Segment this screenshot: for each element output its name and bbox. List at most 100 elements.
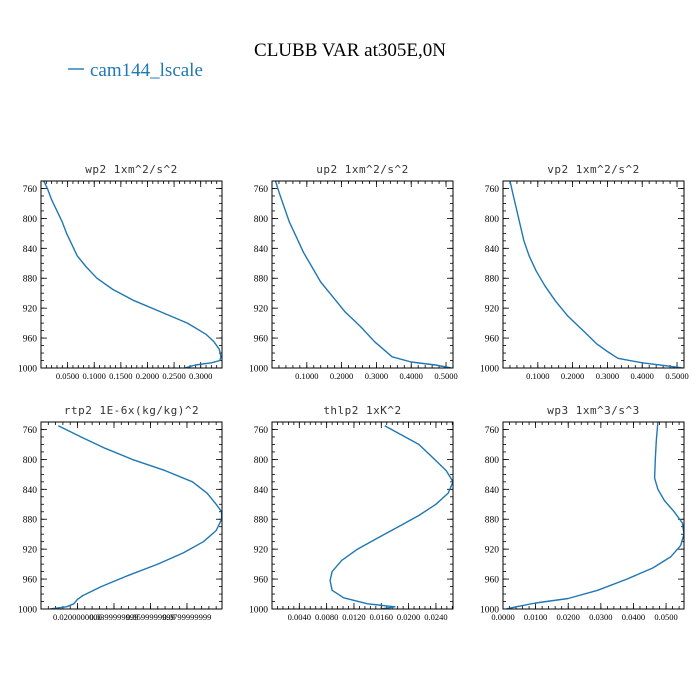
y-tick-label: 960	[23, 576, 38, 586]
series-line	[274, 181, 452, 368]
y-tick-label: 840	[23, 486, 38, 496]
subplot-title: wp2 1xm^2/s^2	[85, 163, 178, 176]
figure-title: CLUBB VAR at305E,0N	[254, 40, 446, 61]
subplot-3: vp2 1xm^2/s^2 760 800 840 880 920 960 1000 0.100…	[480, 163, 689, 381]
y-tick-label: 760	[485, 426, 500, 436]
y-tick-label: 760	[254, 426, 269, 436]
y-tick-label: 880	[23, 516, 38, 526]
y-tick-label: 760	[23, 185, 38, 195]
series-line	[43, 181, 222, 368]
y-tick-label: 920	[254, 305, 269, 315]
x-tick-label: 0.0200	[557, 612, 580, 622]
y-tick-label: 1000	[480, 606, 499, 616]
y-tick-label: 800	[23, 215, 38, 225]
subplot-4: rtp2 1E-6x(kg/kg)^2 760 800 840 880 920 960 100…	[18, 404, 223, 622]
plot-frame	[502, 180, 685, 369]
x-tick-label: 0.0000	[491, 612, 514, 622]
x-tick-label: 0.1500	[109, 371, 132, 381]
subplot-title: thlp2 1xK^2	[323, 404, 401, 417]
subplot-title: vp2 1xm^2/s^2	[547, 163, 640, 176]
y-tick-label: 800	[485, 456, 500, 466]
x-tick-label: 0.2000	[561, 371, 584, 381]
subplot-6: wp3 1xm^3/s^3 760 800 840 880 920 960 10000.000…	[480, 404, 685, 622]
plot-frame	[271, 180, 454, 369]
series-line	[506, 422, 684, 609]
series-line	[509, 181, 683, 368]
subplot-5: thlp2 1xK^2 760 800 840 880 920 960 1000 0.0040 0…	[249, 404, 454, 622]
y-tick-label: 960	[23, 335, 38, 345]
x-tick-label: 0.0200	[397, 612, 420, 622]
x-tick-label: 0.4000	[400, 371, 423, 381]
legend-label: cam144_lscale	[90, 60, 203, 81]
x-tick-label: 0.0040	[288, 612, 311, 622]
y-tick-label: 800	[485, 215, 500, 225]
y-tick-label: 880	[254, 275, 269, 285]
y-tick-label: 920	[485, 305, 500, 315]
x-tick-label: 0.0240	[424, 612, 447, 622]
x-tick-label: 0.0400	[622, 612, 645, 622]
y-tick-label: 1000	[480, 365, 499, 375]
subplot-title: up2 1xm^2/s^2	[316, 163, 409, 176]
subplot-title: wp3 1xm^3/s^3	[547, 404, 640, 417]
x-tick-label: 0.0300	[589, 612, 612, 622]
y-tick-label: 960	[485, 335, 500, 345]
subplot-1: wp2 1xm^2/s^2 760 800 840 880 920 960 1000 0.050…	[18, 163, 223, 381]
x-tick-label: 0.5000	[665, 371, 688, 381]
y-tick-label: 880	[23, 275, 38, 285]
y-tick-label: 800	[254, 215, 269, 225]
x-tick-label: 0.0120	[342, 612, 365, 622]
y-tick-label: 760	[485, 185, 500, 195]
y-tick-label: 1000	[18, 365, 37, 375]
x-tick-label: 0.1000	[295, 371, 318, 381]
y-tick-label: 1000	[18, 606, 37, 616]
x-tick-label: 0.2500	[162, 371, 185, 381]
subplot-2: up2 1xm^2/s^2 760 800 840 880 920 960 1000 0.100…	[249, 163, 458, 381]
y-tick-label: 960	[485, 576, 500, 586]
series-line	[329, 425, 453, 609]
x-tick-label: 0.0080	[315, 612, 338, 622]
x-tick-label: 0.0399999999	[90, 612, 139, 622]
y-tick-label: 800	[23, 456, 38, 466]
x-tick-label: 0.3000	[596, 371, 619, 381]
y-tick-label: 760	[23, 426, 38, 436]
x-tick-label: 0.0200000000	[53, 612, 102, 622]
x-tick-label: 0.0100	[524, 612, 547, 622]
y-tick-label: 840	[485, 486, 500, 496]
plot-frame	[40, 180, 223, 369]
y-tick-label: 840	[485, 245, 500, 255]
plot-frame	[40, 421, 223, 610]
plot-frame	[271, 421, 454, 610]
y-tick-label: 920	[254, 546, 269, 556]
y-tick-label: 1000	[249, 606, 268, 616]
x-tick-label: 0.0799999999	[163, 612, 212, 622]
y-tick-label: 800	[254, 456, 269, 466]
y-tick-label: 840	[23, 245, 38, 255]
y-tick-label: 880	[485, 275, 500, 285]
x-tick-label: 0.0500	[654, 612, 677, 622]
x-tick-label: 0.3000	[189, 371, 212, 381]
y-tick-label: 920	[23, 546, 38, 556]
y-tick-label: 880	[254, 516, 269, 526]
x-tick-label: 0.0500	[56, 371, 79, 381]
y-tick-label: 1000	[249, 365, 268, 375]
x-tick-label: 0.1000	[83, 371, 106, 381]
y-tick-label: 760	[254, 185, 269, 195]
x-tick-label: 0.4000	[631, 371, 654, 381]
y-tick-label: 960	[254, 576, 269, 586]
y-tick-label: 920	[23, 305, 38, 315]
legend: cam144_lscale	[68, 60, 203, 81]
subplot-grid: wp2 1xm^2/s^2 760 800 840 880 920 960 1000 0.050…	[18, 163, 689, 622]
x-tick-label: 0.0599999999	[126, 612, 175, 622]
x-tick-label: 0.0160	[370, 612, 393, 622]
x-tick-label: 0.2000	[136, 371, 159, 381]
x-tick-label: 0.2000	[330, 371, 353, 381]
subplot-title: rtp2 1E-6x(kg/kg)^2	[64, 404, 199, 417]
x-tick-label: 0.5000	[434, 371, 457, 381]
series-line	[50, 425, 222, 609]
x-tick-label: 0.1000	[526, 371, 549, 381]
y-tick-label: 840	[254, 486, 269, 496]
y-tick-label: 840	[254, 245, 269, 255]
y-tick-label: 960	[254, 335, 269, 345]
y-tick-label: 880	[485, 516, 500, 526]
